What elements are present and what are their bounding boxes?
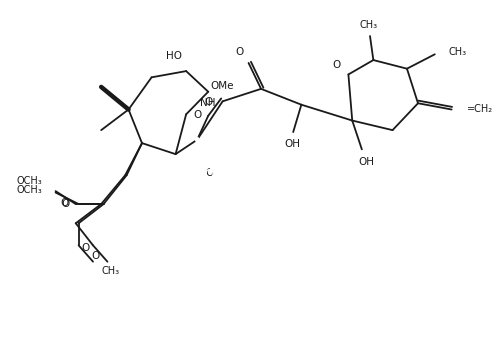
Text: O: O	[60, 198, 69, 208]
Text: CH₃: CH₃	[448, 47, 466, 57]
Text: CH₃: CH₃	[102, 266, 120, 277]
Text: O: O	[62, 199, 70, 209]
Text: OCH₃: OCH₃	[16, 176, 42, 186]
Text: OH: OH	[284, 139, 300, 149]
Text: O: O	[333, 60, 341, 69]
Text: O: O	[205, 168, 214, 181]
Text: O: O	[91, 251, 100, 261]
Text: NH: NH	[200, 98, 216, 108]
Text: OH: OH	[359, 157, 374, 166]
Text: CH₃: CH₃	[360, 20, 378, 30]
Text: HO: HO	[166, 51, 182, 61]
Text: O: O	[204, 97, 212, 107]
Text: O: O	[81, 243, 89, 253]
Text: OCH₃: OCH₃	[16, 185, 42, 195]
Text: O: O	[236, 47, 244, 57]
Text: OMe: OMe	[210, 81, 234, 91]
Text: O: O	[193, 110, 202, 120]
Text: =CH₂: =CH₂	[467, 104, 493, 115]
Text: O: O	[205, 168, 213, 178]
